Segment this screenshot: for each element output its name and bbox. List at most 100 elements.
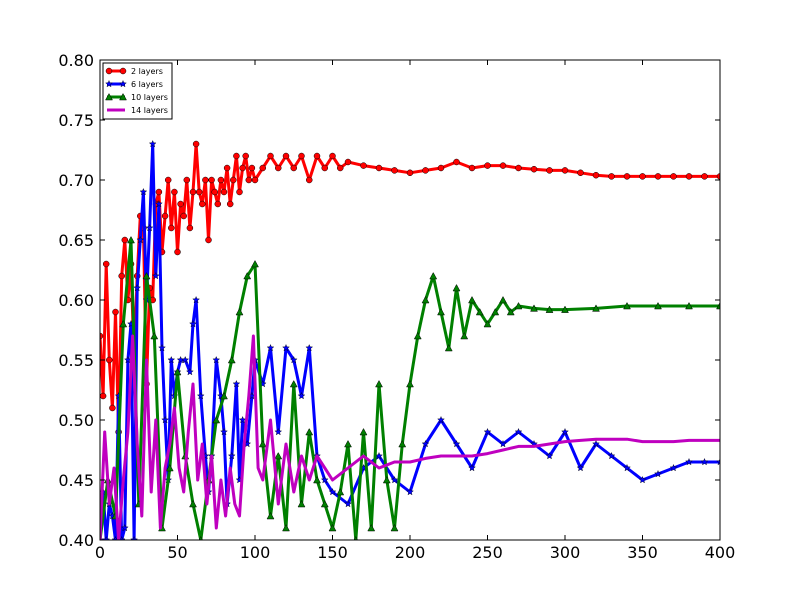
data-point bbox=[100, 332, 104, 340]
x-tick-label: 300 bbox=[550, 543, 581, 562]
data-point bbox=[468, 164, 476, 172]
data-point bbox=[130, 535, 138, 540]
data-point bbox=[638, 475, 647, 484]
data-point bbox=[444, 343, 453, 352]
data-point bbox=[168, 224, 175, 232]
data-point bbox=[282, 343, 290, 352]
data-point bbox=[390, 475, 399, 484]
data-point bbox=[561, 305, 569, 313]
data-point bbox=[623, 463, 631, 472]
data-point bbox=[189, 319, 197, 328]
data-point bbox=[561, 167, 569, 174]
data-point bbox=[232, 379, 241, 388]
x-tick-label: 0 bbox=[95, 543, 105, 562]
data-point bbox=[576, 463, 585, 472]
data-point bbox=[514, 301, 523, 310]
data-point bbox=[158, 343, 166, 352]
legend-item-14-layers: 14 layers bbox=[107, 106, 168, 115]
data-point bbox=[375, 379, 383, 388]
y-tick-label: 0.55 bbox=[58, 351, 94, 370]
data-point bbox=[118, 272, 125, 280]
data-point bbox=[196, 391, 205, 400]
data-point bbox=[205, 236, 212, 244]
data-point bbox=[105, 67, 113, 75]
data-point bbox=[290, 164, 297, 172]
data-point bbox=[226, 200, 234, 208]
data-point bbox=[344, 158, 352, 166]
data-point bbox=[305, 343, 314, 352]
data-point bbox=[177, 200, 184, 208]
data-point bbox=[530, 304, 538, 312]
data-point bbox=[151, 271, 160, 280]
data-point bbox=[406, 169, 414, 177]
data-point bbox=[328, 523, 337, 532]
legend-item-2-layers: 2 layers bbox=[105, 67, 163, 76]
data-point bbox=[181, 355, 190, 364]
data-point bbox=[120, 523, 129, 532]
data-point bbox=[217, 176, 225, 184]
data-point bbox=[121, 236, 129, 244]
data-point bbox=[499, 162, 507, 169]
legend-item-6-layers: 6 layers bbox=[105, 79, 163, 89]
data-point bbox=[592, 304, 600, 312]
data-point bbox=[214, 200, 222, 208]
data-point bbox=[336, 487, 345, 496]
data-point bbox=[274, 427, 283, 436]
data-point bbox=[230, 176, 237, 184]
data-point bbox=[452, 283, 461, 292]
data-point bbox=[716, 457, 720, 466]
data-point bbox=[199, 200, 206, 208]
data-point bbox=[406, 487, 414, 496]
x-tick-label: 150 bbox=[317, 543, 348, 562]
data-point bbox=[102, 260, 110, 268]
data-point bbox=[282, 152, 290, 160]
data-point bbox=[607, 451, 616, 460]
data-point bbox=[289, 379, 298, 388]
data-point bbox=[329, 152, 336, 160]
data-point bbox=[165, 463, 174, 472]
data-point bbox=[391, 167, 398, 174]
data-point bbox=[422, 167, 429, 174]
data-point bbox=[546, 167, 553, 174]
data-point bbox=[437, 164, 445, 172]
data-point bbox=[468, 463, 476, 472]
data-point bbox=[227, 355, 236, 364]
data-point bbox=[102, 535, 111, 540]
series-14-layers bbox=[100, 334, 720, 540]
data-point bbox=[136, 235, 145, 244]
y-tick-label: 0.40 bbox=[58, 531, 94, 550]
data-point bbox=[654, 301, 662, 310]
legend-label: 10 layers bbox=[131, 93, 168, 102]
data-point bbox=[212, 415, 221, 424]
data-point bbox=[700, 457, 709, 466]
series-line-14-layers bbox=[100, 334, 720, 540]
data-point bbox=[251, 176, 259, 184]
data-point bbox=[685, 173, 693, 180]
data-point bbox=[105, 79, 113, 88]
data-point bbox=[297, 499, 306, 508]
data-point bbox=[109, 404, 116, 412]
data-point bbox=[561, 427, 569, 436]
data-point bbox=[367, 523, 376, 532]
data-point bbox=[452, 439, 461, 448]
data-point bbox=[174, 248, 181, 256]
data-point bbox=[171, 188, 178, 196]
data-point bbox=[654, 173, 662, 180]
data-point bbox=[243, 271, 252, 280]
data-point bbox=[382, 475, 391, 484]
data-point bbox=[320, 499, 329, 508]
data-point bbox=[258, 439, 267, 448]
data-point bbox=[245, 176, 253, 184]
data-point bbox=[239, 164, 246, 172]
data-point bbox=[483, 427, 492, 436]
data-point bbox=[220, 188, 228, 196]
data-point bbox=[266, 343, 275, 352]
data-point bbox=[161, 212, 169, 220]
data-point bbox=[112, 308, 119, 316]
legend: 2 layers 6 layers 10 layers 14 layers bbox=[102, 62, 173, 120]
data-point bbox=[413, 331, 422, 340]
data-point bbox=[468, 295, 476, 304]
data-point bbox=[390, 523, 399, 532]
data-point bbox=[670, 173, 677, 180]
